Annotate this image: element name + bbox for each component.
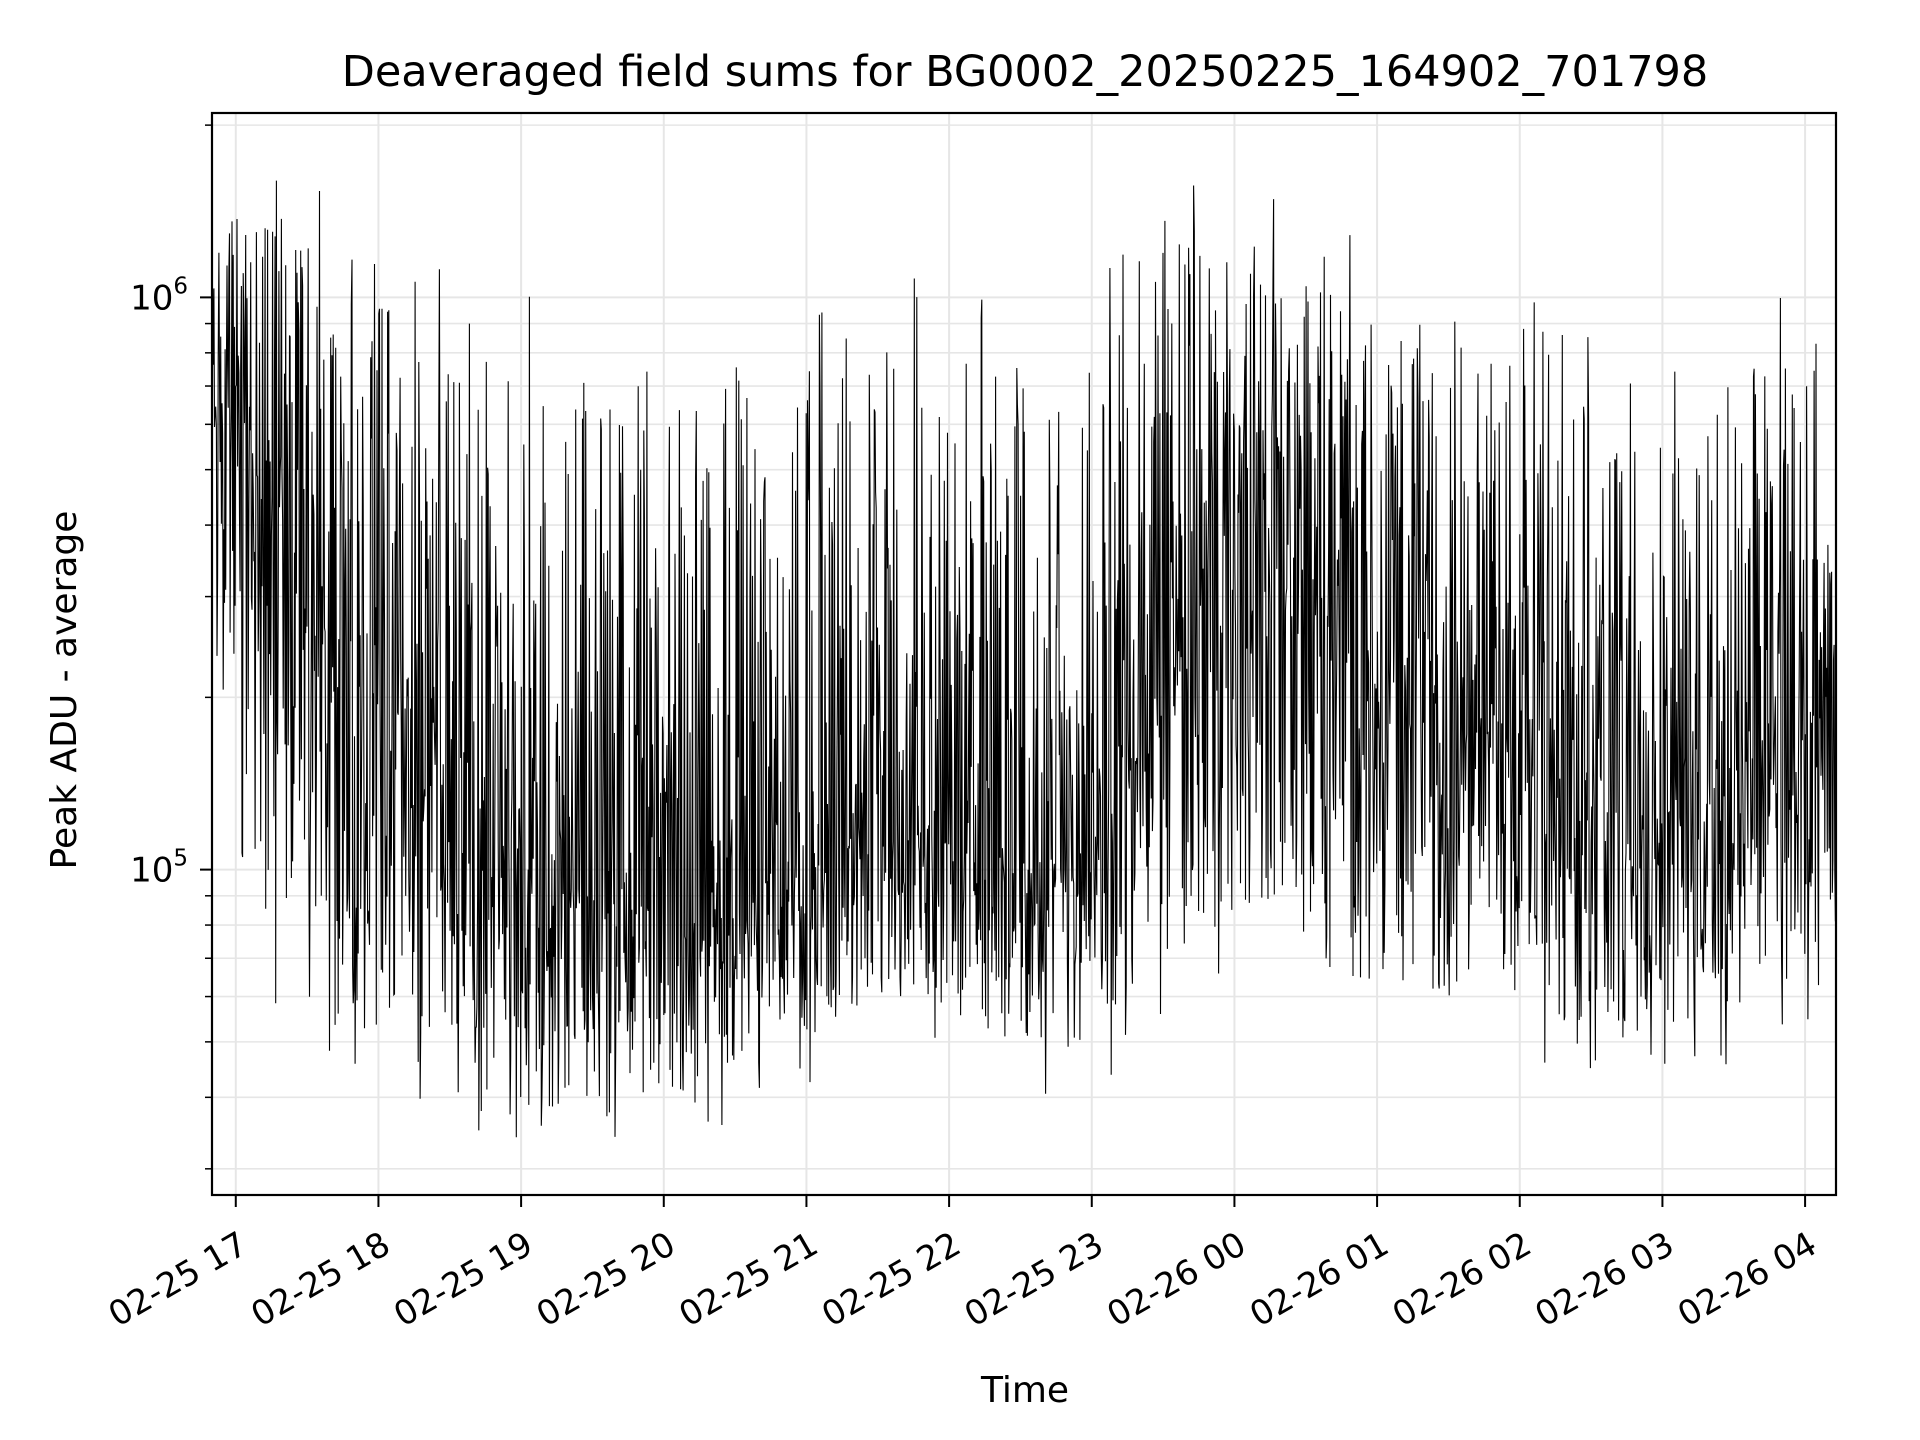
series-line [211, 180, 1837, 1138]
y-axis-label: Peak ADU - average [44, 511, 85, 870]
y-axis: 105 106 [130, 124, 212, 1170]
series-line-path [211, 180, 1837, 1138]
x-axis-label: Time [980, 1370, 1069, 1411]
y-tick-label: 106 [130, 273, 188, 318]
plot-area-frame [210, 111, 1838, 1197]
y-tick-label: 105 [130, 846, 188, 891]
chart-title: Deaveraged field sums for BG0002_2025022… [342, 47, 1709, 97]
